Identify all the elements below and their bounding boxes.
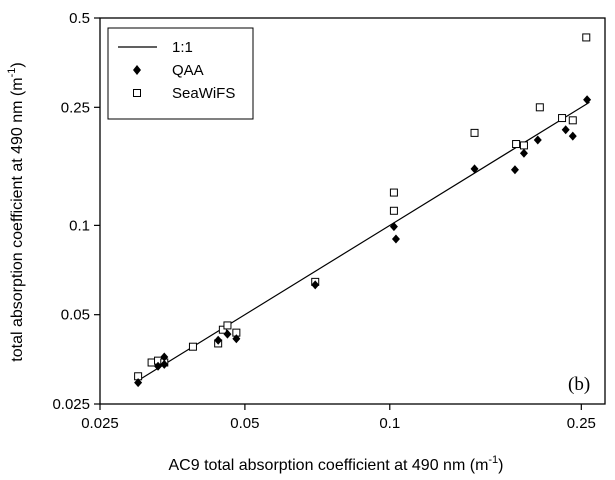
qaa-point (533, 135, 542, 145)
qaa-point (232, 334, 241, 344)
qaa-point (470, 164, 479, 174)
qaa-point (154, 361, 163, 371)
x-axis-title: AC9 total absorption coefficient at 490 … (169, 454, 504, 474)
chart-marks (134, 33, 592, 388)
legend-label-seawifs: SeaWiFS (172, 85, 235, 102)
x-tick-label: 0.1 (379, 415, 400, 432)
seawifs-point (558, 114, 567, 123)
y-tick-label: 0.5 (69, 10, 90, 27)
qaa-point (160, 352, 169, 362)
seawifs-point (218, 325, 227, 334)
seawifs-point (470, 128, 479, 137)
legend-box (107, 27, 254, 120)
y-tick-label: 0.1 (69, 217, 90, 234)
qaa-point (568, 131, 577, 141)
y-tick-label: 0.05 (61, 307, 90, 324)
x-tick-label: 0.25 (567, 415, 596, 432)
legend: 1:1 QAA SeaWiFS (107, 27, 254, 120)
qaa-point (389, 222, 398, 232)
seawifs-point (188, 342, 197, 351)
x-tick-label: 0.025 (81, 415, 119, 432)
legend-label-qaa: QAA (172, 62, 204, 79)
qaa-point (391, 234, 400, 244)
seawifs-point (389, 188, 398, 197)
plot-frame (99, 17, 606, 405)
qaa-point (214, 335, 223, 345)
y-tick-label: 0.25 (61, 99, 90, 116)
qaa-point (583, 95, 592, 105)
qaa-point (134, 378, 143, 388)
qaa-point (510, 165, 519, 175)
y-axis-title: total absorption coefficient at 490 nm (… (6, 62, 26, 361)
x-tick-label: 0.05 (230, 415, 259, 432)
axis-ticks: 0.025 0.05 0.1 0.25 0.025 0.05 0.1 0.25 0.5 (52, 10, 595, 432)
y-tick-label: 0.025 (52, 396, 90, 413)
seawifs-point (582, 33, 591, 42)
legend-label-line: 1:1 (172, 39, 193, 56)
seawifs-point (568, 116, 577, 125)
panel-label: (b) (568, 374, 590, 395)
qaa-point (160, 359, 169, 369)
seawifs-point (512, 140, 521, 149)
legend-diamond-swatch (133, 65, 141, 75)
qaa-point (223, 329, 232, 339)
qaa-point (561, 125, 570, 135)
legend-square-swatch (133, 89, 141, 97)
seawifs-point (223, 321, 232, 330)
qaa-point (519, 148, 528, 158)
one-to-one-line (137, 101, 590, 382)
seawifs-point (519, 141, 528, 150)
seawifs-point (535, 103, 544, 112)
qaa-point (311, 280, 320, 290)
seawifs-point (389, 206, 398, 215)
